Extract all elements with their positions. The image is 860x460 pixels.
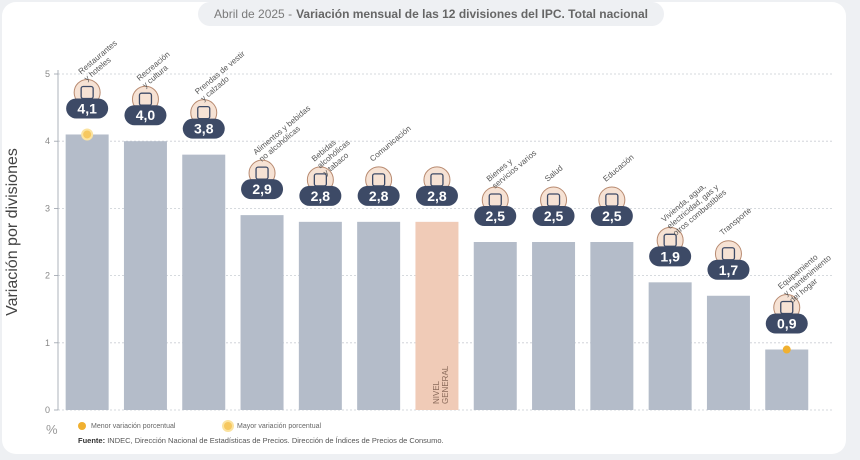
bar [182,154,226,410]
category-label-line: Comunicación [368,124,413,163]
min-marker [782,345,791,354]
value-label: 2,9 [252,181,272,197]
y-tick-label: 1 [45,338,50,348]
chart-title: Abril de 2025 - Variación mensual de las … [198,2,664,26]
bar [532,242,576,410]
value-badge [532,206,575,226]
bar [590,242,634,410]
value-badge [241,179,284,200]
value-badge [124,105,167,126]
value-label: 1,9 [660,248,680,264]
y-tick-label: 4 [45,136,50,146]
bar [473,242,517,410]
bar [706,295,750,410]
category-label: Salud [543,163,564,183]
category-label-line: NIVEL [432,380,441,404]
value-label: 2,8 [369,188,389,204]
value-badge [707,259,750,280]
value-badge [66,98,109,119]
value-label: 2,5 [602,208,622,224]
chart-title-date: Abril de 2025 - [214,7,293,21]
category-label-line: Educación [601,153,635,184]
value-badge [474,206,517,226]
legend-max-dot-icon [224,422,232,430]
category-label-line: Salud [543,163,564,183]
value-label: 0,9 [777,316,797,332]
percent-unit: % [46,422,58,437]
bar [415,221,459,410]
source-note: Fuente: INDEC, Dirección Nacional de Est… [78,436,444,445]
category-label-line: Alimentos y bebidas [252,104,313,157]
category-label: Comunicación [368,124,413,163]
category-label: Transporte [718,205,754,237]
y-tick-label: 5 [45,69,50,79]
category-label: Vivienda, agua,electricidad, gas yotros … [660,182,728,238]
legend-min-dot-icon [78,422,86,430]
legend-max-label: Mayor variación porcentual [237,422,322,430]
value-label: 2,5 [486,208,506,224]
value-label: 3,8 [194,121,214,137]
value-label: 2,8 [427,188,447,204]
value-label: 1,7 [719,262,739,278]
category-label-line: GENERAL [441,365,450,404]
category-label-line: Transporte [718,205,754,237]
value-badge [649,246,692,267]
value-badge [299,185,342,206]
value-label: 2,8 [311,188,331,204]
bar [240,215,284,410]
legend-min: Menor variación porcentual [78,422,175,430]
bar [65,134,109,411]
value-badge [357,185,400,206]
value-badge [765,313,808,334]
bar [298,221,342,410]
bar [357,221,401,410]
value-label: 4,0 [136,107,156,123]
chart-title-text: Variación mensual de las 12 divisiones d… [296,7,648,21]
value-badge [182,118,225,139]
bar [765,349,809,410]
category-label: Educación [601,153,635,184]
bar [123,141,167,410]
legend-max: Mayor variación porcentual [224,422,321,430]
highlight-category-label: NIVEL GENERAL [432,365,450,404]
value-badge [590,206,633,226]
y-tick-label: 0 [45,405,50,415]
max-marker [81,128,94,141]
value-label: 2,5 [544,208,564,224]
value-label: 4,1 [77,100,97,116]
y-tick-label: 2 [45,271,50,281]
source-label: Fuente: [78,436,106,445]
legend-min-label: Menor variación porcentual [91,422,176,430]
y-tick-label: 3 [45,203,50,213]
source-text: INDEC, Dirección Nacional de Estadística… [107,436,444,445]
bar [648,282,692,410]
value-badge [415,185,458,206]
